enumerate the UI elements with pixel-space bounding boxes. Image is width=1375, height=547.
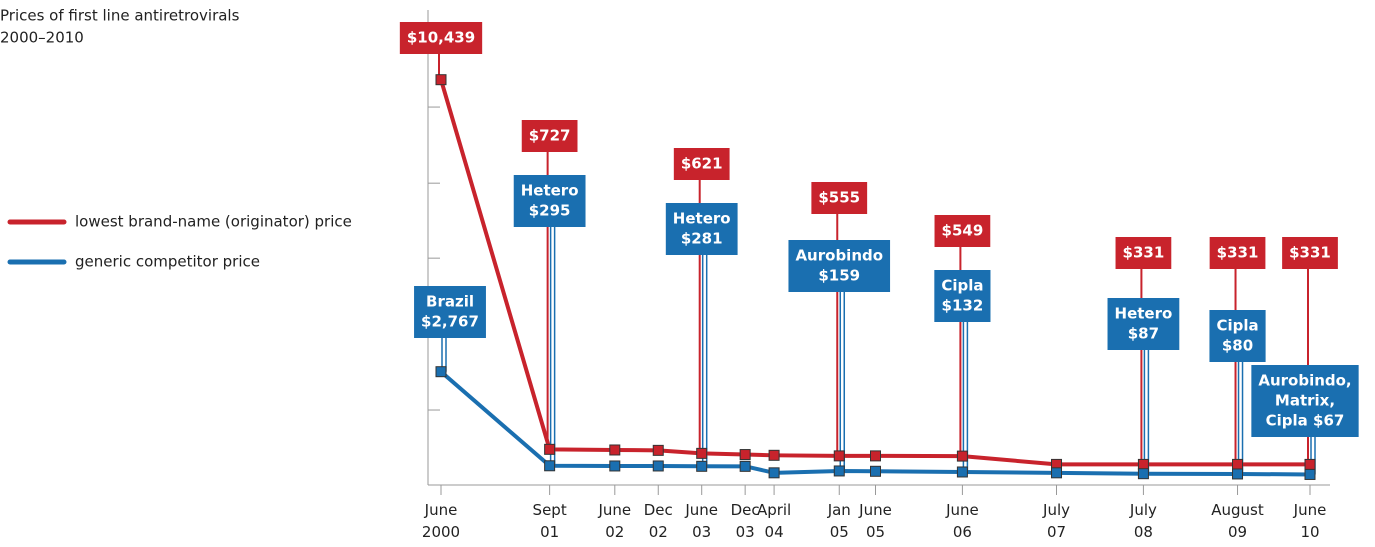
data-label: Cipla — [1216, 317, 1258, 335]
x-tick-label: August 09 — [1211, 501, 1264, 541]
labels: $10,439 $727 $621 $555 $549 $331 $331 $331 Brazi… — [399, 22, 1359, 475]
label-box — [811, 182, 868, 214]
data-label: $549 — [942, 222, 984, 240]
chart-title: Prices of first line antiretrovirals — [0, 7, 240, 25]
x-tick-label: June 10 — [1293, 501, 1327, 541]
data-point — [1232, 458, 1244, 470]
label-box — [1282, 237, 1338, 269]
data-point — [544, 460, 556, 472]
x-tick-label: June 05 — [858, 501, 892, 541]
data-point — [609, 444, 621, 456]
data-label: $295 — [529, 202, 571, 220]
data-label: Hetero — [673, 210, 731, 228]
data-point — [435, 74, 447, 86]
x-tick-label: Sept 01 — [533, 501, 567, 541]
data-point — [544, 443, 556, 455]
label-box — [1209, 237, 1266, 269]
data-label: $555 — [818, 189, 860, 207]
x-tick-label: June 03 — [684, 501, 718, 541]
data-label: Cipla $67 — [1266, 412, 1345, 430]
label-box — [934, 215, 991, 247]
data-label: $10,439 — [407, 29, 475, 47]
data-label: Hetero — [1115, 305, 1173, 323]
data-label: Matrix, — [1275, 392, 1335, 410]
x-tick-label: June 02 — [597, 501, 631, 541]
data-label: $2,767 — [421, 313, 479, 331]
data-point — [1051, 467, 1063, 479]
chart-subtitle: 2000–2010 — [0, 29, 84, 47]
data-label: $621 — [681, 155, 723, 173]
label-box — [665, 203, 738, 255]
x-tick-label: April 04 — [757, 501, 791, 541]
label-box — [673, 148, 730, 180]
x-tick-label: July 07 — [1042, 501, 1070, 541]
x-tick-label: July 08 — [1129, 501, 1157, 541]
data-label: $87 — [1128, 325, 1159, 343]
x-tick-label: Jan 05 — [827, 501, 851, 541]
x-tick-label: Dec 03 — [731, 501, 760, 541]
data-label: $132 — [942, 297, 984, 315]
data-point — [1304, 458, 1316, 470]
data-label: Aurobindo, — [1258, 372, 1351, 390]
series-line — [439, 79, 1310, 467]
legend-label: lowest brand-name (originator) price — [75, 213, 352, 231]
data-point — [652, 444, 664, 456]
data-label: Aurobindo — [795, 247, 883, 265]
data-label: $331 — [1289, 244, 1331, 262]
legend-label: generic competitor price — [75, 253, 260, 271]
data-point — [1137, 458, 1149, 470]
data-point — [956, 466, 968, 478]
x-tick-label: June 2000 — [422, 501, 460, 541]
label-box — [414, 286, 486, 338]
data-label: Cipla — [941, 277, 983, 295]
data-point — [609, 460, 621, 472]
data-point — [768, 467, 780, 479]
data-point — [870, 465, 881, 477]
label-box — [1209, 310, 1266, 362]
label-box — [399, 22, 483, 54]
data-label: $331 — [1217, 244, 1259, 262]
label-box — [1115, 237, 1172, 269]
data-point — [1232, 468, 1244, 480]
label-box — [934, 270, 991, 322]
data-point — [833, 465, 845, 477]
label-box — [788, 240, 891, 292]
x-tick-label: Dec 02 — [644, 501, 673, 541]
data-label: Hetero — [521, 182, 579, 200]
data-point — [652, 460, 664, 472]
data-label: $80 — [1222, 337, 1253, 355]
data-label: $727 — [529, 127, 571, 145]
label-box — [1107, 298, 1180, 350]
data-point — [696, 460, 708, 472]
data-point — [768, 449, 780, 461]
data-point — [870, 450, 881, 462]
data-point — [1304, 468, 1316, 480]
data-point — [696, 447, 708, 459]
data-label: Brazil — [426, 293, 474, 311]
data-label: $331 — [1123, 244, 1165, 262]
data-point — [833, 450, 845, 462]
series-line — [439, 370, 1311, 477]
label-box — [513, 175, 586, 227]
data-point — [1137, 468, 1149, 480]
data-point — [739, 449, 751, 461]
label-box — [1251, 365, 1359, 437]
x-tick-label: June 06 — [945, 501, 979, 541]
data-point — [739, 460, 751, 472]
label-box — [521, 120, 578, 152]
data-label: $159 — [818, 267, 860, 285]
data-point — [956, 450, 968, 462]
data-point — [435, 366, 447, 378]
data-label: $281 — [681, 230, 723, 248]
